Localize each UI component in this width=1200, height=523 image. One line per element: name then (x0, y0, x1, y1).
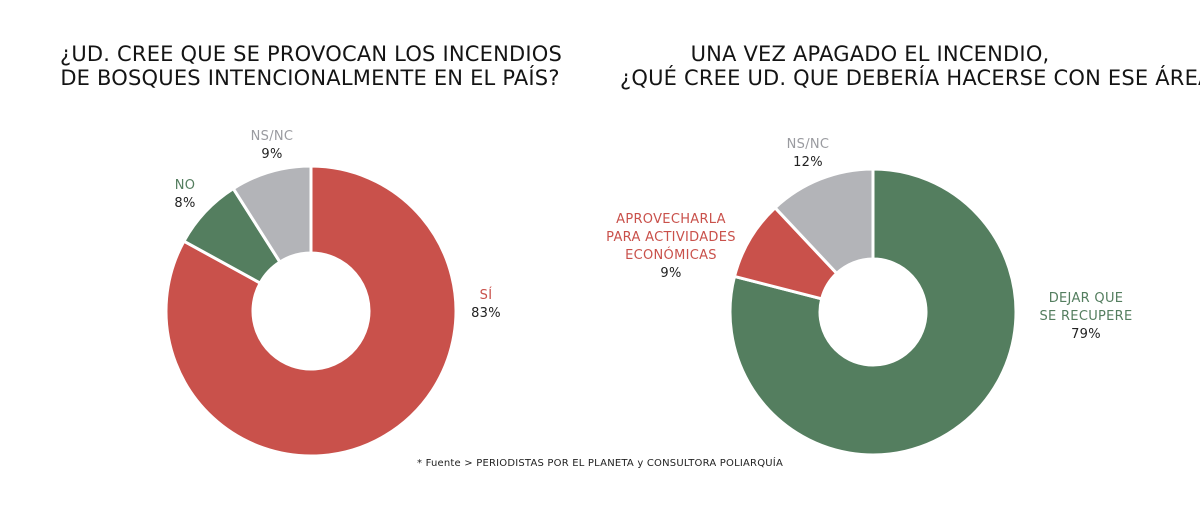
source-note: * Fuente > PERIODISTAS POR EL PLANETA y … (417, 458, 783, 469)
left-slice-no-name: NO (174, 178, 196, 193)
left-chart-title-line-1: ¿UD. CREE QUE SE PROVOCAN LOS INCENDIOS (60, 42, 563, 66)
right-donut-slice-0 (728, 167, 1018, 457)
right-slice-aprovechar-name-1: APROVECHARLA (616, 212, 726, 227)
right-chart-title: UNA VEZ APAGADO EL INCENDIO, ¿QUÉ CREE U… (620, 42, 1200, 90)
right-slice-dejar-value: 79% (1071, 327, 1101, 342)
right-slice-dejar-name-1: DEJAR QUE (1048, 291, 1124, 306)
right-donut-slice-2 (772, 167, 875, 276)
left-donut-slice-2 (231, 164, 313, 265)
left-slice-no-value: 8% (174, 196, 196, 211)
left-donut-slice-0 (164, 164, 458, 458)
right-slice-aprovechar-value: 9% (660, 266, 682, 281)
left-slice-nsnc-value: 9% (261, 147, 283, 162)
left-slice-si-value: 83% (471, 306, 501, 321)
right-slice-aprovechar-label: APROVECHARLA PARA ACTIVIDADES ECONÓMICAS… (596, 211, 746, 283)
right-slice-dejar-name-2: SE RECUPERE (1039, 309, 1133, 324)
right-slice-nsnc-value: 12% (793, 155, 823, 170)
left-chart-title-line-2: DE BOSQUES INTENCIONALMENTE EN EL PAÍS? (60, 66, 560, 90)
right-chart-title-line-1: UNA VEZ APAGADO EL INCENDIO, (690, 42, 1050, 66)
right-slice-nsnc-name: NS/NC (786, 137, 830, 152)
left-slice-no-label: NO 8% (145, 177, 225, 213)
left-chart-title: ¿UD. CREE QUE SE PROVOCAN LOS INCENDIOS … (60, 42, 563, 90)
left-slice-nsnc-label: NS/NC 9% (232, 128, 312, 164)
right-slice-aprovechar-name-2: PARA ACTIVIDADES (606, 230, 736, 245)
left-slice-nsnc-name: NS/NC (250, 129, 294, 144)
right-slice-dejar-label: DEJAR QUE SE RECUPERE 79% (1021, 290, 1151, 344)
right-chart-title-line-2: ¿QUÉ CREE UD. QUE DEBERÍA HACERSE CON ES… (620, 66, 1200, 90)
left-slice-si-name: SÍ (479, 288, 493, 303)
right-slice-aprovechar-name-3: ECONÓMICAS (625, 248, 717, 263)
left-slice-si-label: SÍ 83% (446, 287, 526, 323)
right-slice-nsnc-label: NS/NC 12% (768, 136, 848, 172)
